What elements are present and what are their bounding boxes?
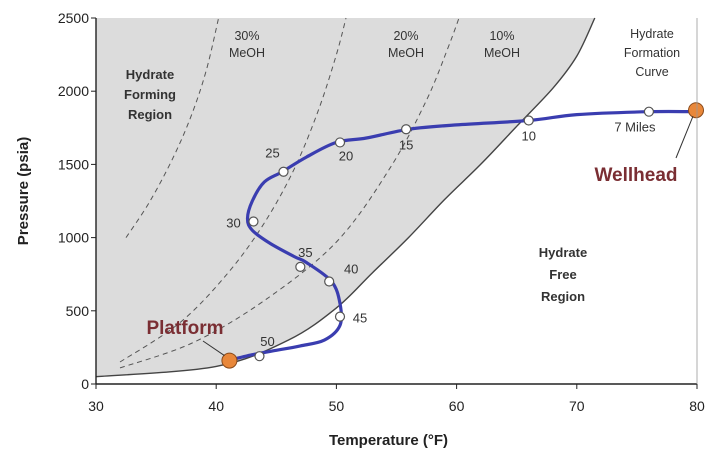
y-tick-label-1500: 1500 [58,156,89,172]
y-tick-label-1000: 1000 [58,230,89,246]
methanol-10-label-line: MeOH [484,46,520,60]
hydrate-free-region-label-line: Region [541,289,585,304]
y-tick-label-2000: 2000 [58,83,89,99]
platform-leader-line [202,340,225,356]
y-axis-title: Pressure (psia) [15,137,32,245]
mile-label-15: 15 [399,137,413,152]
mile-label-25: 25 [265,146,279,161]
methanol-20-label-line: 20% [393,29,418,43]
x-tick-label-30: 30 [88,398,104,414]
hydrate-forming-region-label-line: Region [128,107,172,122]
pipeline-path [226,109,699,363]
mile-marker-4 [295,261,306,272]
mile-label-20: 20 [339,148,353,163]
wellhead-label: Wellhead [594,165,677,186]
hydrate-forming-region-fill [96,18,595,384]
y-tick-label-2500: 2500 [58,10,89,26]
x-tick-label-80: 80 [689,398,705,414]
x-tick-label-60: 60 [449,398,465,414]
mile-label-10: 10 [521,128,535,143]
hydrate-region-layer [96,18,595,384]
methanol-30-label-line: 30% [234,29,259,43]
pipeline-layer [221,102,704,369]
methanol-10-label-line: 10% [489,29,514,43]
x-tick-label-50: 50 [329,398,345,414]
mile-marker-6 [278,166,289,177]
methanol-20-label-line: MeOH [388,46,424,60]
hydrate-formation-curve-label-line: Curve [635,65,668,79]
mile-marker-1 [254,351,265,362]
mile-marker-3 [324,276,335,287]
hydrate-formation-curve-label: Hydrate Formation Curve [624,27,680,79]
methanol-curve-3 [119,17,460,369]
mile-label-30: 30 [226,215,240,230]
x-axis-title: Temperature (°F) [329,432,448,449]
methanol-20-label: 20% MeOH [388,29,424,60]
y-tick-label-0: 0 [81,376,89,392]
mile-marker-7 [334,137,346,148]
platform-point [221,352,238,369]
mile-marker-5 [248,216,259,227]
hydrate-formation-curve-label-line: Hydrate [630,27,674,41]
methanol-curve-1 [125,17,220,238]
methanol-10-label: 10% MeOH [484,29,520,60]
hydrate-forming-region-label-line: Hydrate [126,67,174,82]
wellhead-leader-line [675,116,694,159]
mile-marker-9 [523,115,534,126]
wellhead-point [688,102,704,119]
hydrate-forming-region-label: Hydrate Forming Region [124,67,176,122]
mile-marker-8 [401,124,412,135]
mile-marker-10 [643,106,655,117]
mile-label-40: 40 [344,262,358,277]
methanol-curve-2 [119,17,347,363]
hydrate-free-region-label-line: Hydrate [539,245,587,260]
hydrate-forming-region-label-line: Forming [124,87,176,102]
mile-label-50: 50 [260,334,274,349]
hydrate-free-region-label: Hydrate Free Region [539,245,587,304]
annotations-layer: 30% MeOH 20% MeOH 10% MeOH Hydrate Formation Cur… [124,27,694,356]
x-tick-label-40: 40 [208,398,224,414]
hydrate-free-region-label-line: Free [549,267,576,282]
methanol-30-label-line: MeOH [229,46,265,60]
platform-label: Platform [146,318,223,339]
hydrate-formation-curve-label-line: Formation [624,46,680,60]
x-tick-label-70: 70 [569,398,585,414]
methanol-30-label: 30% MeOH [229,29,265,60]
y-tick-label-500: 500 [66,303,90,319]
mile-label-45: 45 [353,311,367,326]
curves-layer [95,17,596,378]
mile-marker-2 [334,311,346,322]
axes-layer: 30 40 50 60 70 80 0 500 1000 1500 2000 2500 Temperat… [15,10,705,449]
mile-label-35: 35 [298,245,312,260]
mile-label-7-Miles: 7 Miles [614,120,656,135]
